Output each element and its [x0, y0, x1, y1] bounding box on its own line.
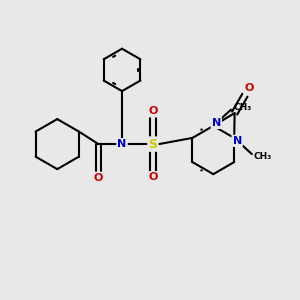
Text: CH₃: CH₃: [254, 152, 272, 161]
Text: O: O: [244, 83, 254, 93]
Text: N: N: [232, 136, 242, 146]
Text: O: O: [148, 106, 158, 116]
Text: CH₃: CH₃: [233, 103, 251, 112]
Text: N: N: [117, 139, 127, 149]
Text: O: O: [148, 172, 158, 182]
Text: N: N: [212, 118, 221, 128]
Text: O: O: [94, 173, 103, 183]
Text: S: S: [148, 138, 158, 151]
